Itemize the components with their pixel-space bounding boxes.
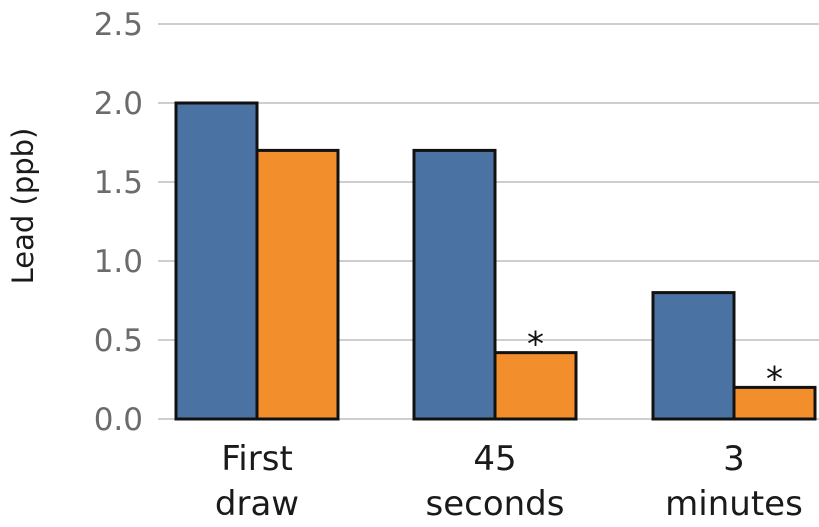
y-tick-label: 1.5 — [94, 165, 143, 201]
bar-orange-2 — [732, 385, 817, 421]
bars — [174, 101, 817, 421]
y-tick-label: 1.0 — [94, 244, 143, 280]
x-axis-labels: First draw 45 seconds 3 minutes — [215, 439, 803, 524]
bar-orange-1 — [493, 351, 578, 421]
x-category-label: 3 — [723, 439, 745, 479]
x-category-label: seconds — [426, 484, 565, 524]
y-tick-label: 2.0 — [94, 86, 143, 122]
y-axis-ticks: 0.0 0.5 1.0 1.5 2.0 2.5 — [94, 7, 143, 438]
y-tick-label: 0.0 — [94, 402, 143, 438]
bar-orange-0 — [255, 148, 340, 421]
y-tick-label: 2.5 — [94, 7, 143, 43]
bar-blue-1 — [412, 148, 497, 421]
x-category-label: 45 — [473, 439, 516, 479]
x-category-label: First — [221, 439, 293, 479]
bar-blue-2 — [651, 291, 736, 421]
annotations: ** — [527, 325, 783, 400]
x-category-label: draw — [215, 484, 299, 524]
bar-blue-0 — [174, 101, 259, 421]
x-category-label: minutes — [665, 484, 803, 524]
y-axis-title: Lead (ppb) — [6, 128, 40, 285]
significance-marker: * — [766, 359, 783, 399]
significance-marker: * — [527, 325, 544, 365]
y-tick-label: 0.5 — [94, 323, 143, 359]
